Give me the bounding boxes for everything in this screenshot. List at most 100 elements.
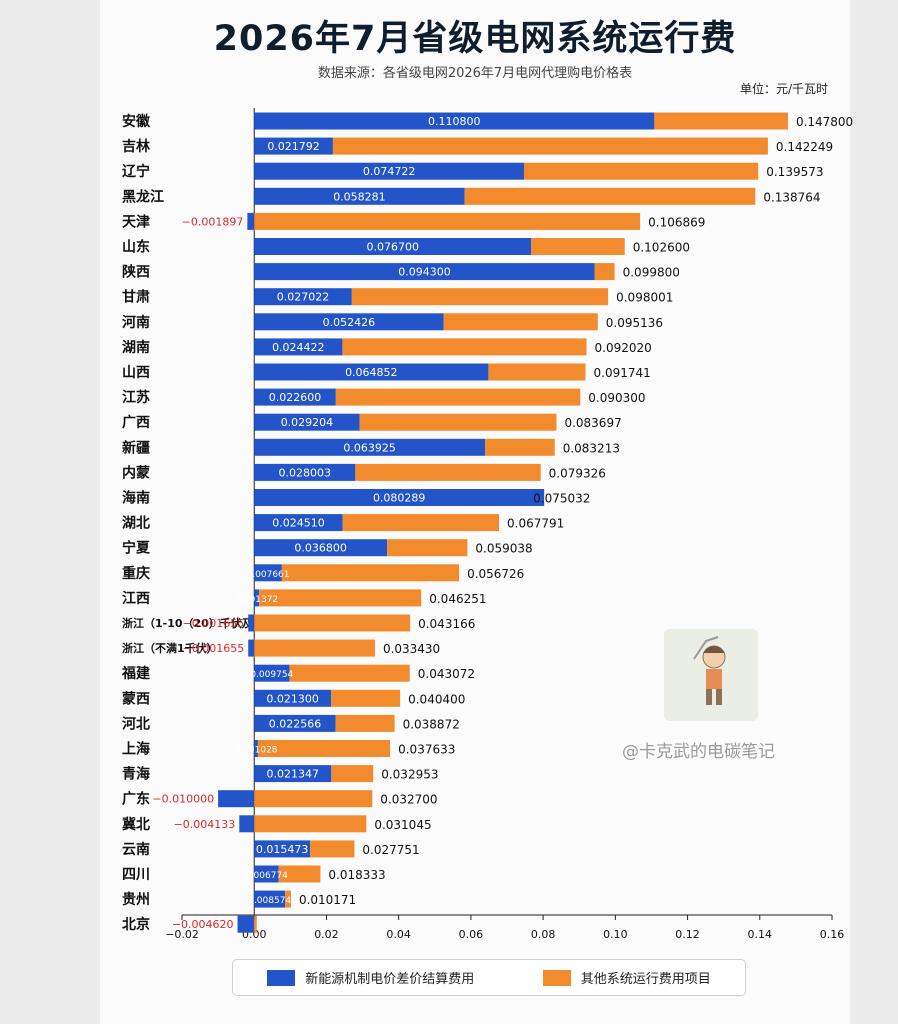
bar-other bbox=[254, 915, 257, 933]
bar-other bbox=[355, 463, 541, 481]
bar-total-value: 0.043072 bbox=[418, 667, 475, 681]
bar-new-energy bbox=[218, 790, 255, 808]
bar-new-energy-value: 0.022566 bbox=[269, 717, 322, 730]
category-label: 甘肃 bbox=[122, 289, 150, 306]
bar-total-value: 0.046251 bbox=[429, 592, 486, 606]
bar-new-energy-value: 0.110800 bbox=[428, 115, 481, 128]
chart-legend: 新能源机制电价差价结算费用 其他系统运行费用项目 bbox=[232, 959, 746, 996]
bar-total-value: 0.091741 bbox=[594, 366, 651, 380]
x-tick-label: 0.04 bbox=[386, 928, 411, 941]
chart-title: 2026年7月省级电网系统运行费 bbox=[213, 19, 737, 59]
category-label: 河北 bbox=[122, 715, 150, 732]
category-label: 内蒙 bbox=[122, 464, 150, 481]
bar-new-energy-value: 0.021300 bbox=[266, 692, 319, 705]
bar-new-energy bbox=[254, 438, 486, 456]
category-label: 黑龙江 bbox=[122, 188, 164, 205]
legend-label-other: 其他系统运行费用项目 bbox=[580, 972, 711, 987]
bar-other bbox=[654, 112, 788, 130]
bar-new-energy-value: 0.007661 bbox=[247, 570, 290, 580]
category-label: 贵州 bbox=[122, 891, 150, 908]
bar-new-energy-value: 0.008574 bbox=[248, 896, 291, 906]
bar-other bbox=[254, 639, 375, 657]
bar-new-energy-value: 0.006774 bbox=[245, 871, 288, 881]
bar-other bbox=[278, 865, 321, 883]
bar-total-value: 0.138764 bbox=[763, 190, 820, 204]
bar-other bbox=[359, 413, 557, 431]
bar-other bbox=[254, 614, 411, 632]
bar-new-energy bbox=[254, 338, 343, 356]
legend-swatch-orange bbox=[542, 969, 571, 986]
bar-other bbox=[332, 137, 768, 155]
bar-new-energy bbox=[254, 890, 286, 908]
bar-total-value: 0.067791 bbox=[507, 517, 564, 531]
bar-new-energy-value: 0.015473 bbox=[256, 843, 309, 856]
bar-total-value: 0.079326 bbox=[549, 466, 606, 480]
bar-new-energy-value: 0.024510 bbox=[272, 517, 325, 530]
x-tick-label: −0.02 bbox=[165, 928, 199, 941]
bar-new-energy-value: 0.024422 bbox=[272, 341, 325, 354]
bar-other bbox=[254, 212, 641, 230]
bar-total-value: 0.018333 bbox=[328, 868, 385, 882]
bar-total-value: 0.038872 bbox=[403, 717, 460, 731]
bar-new-energy-value: 0.028003 bbox=[279, 466, 332, 479]
category-label: 天津 bbox=[122, 213, 150, 230]
bar-new-energy bbox=[237, 915, 255, 933]
bar-new-energy bbox=[254, 187, 465, 205]
category-label: 湖北 bbox=[122, 516, 150, 532]
bar-other bbox=[254, 790, 373, 808]
category-label: 海南 bbox=[122, 490, 150, 507]
category-label: 山东 bbox=[122, 239, 150, 256]
bar-new-energy-value: 0.001028 bbox=[235, 746, 278, 756]
bar-total-value: 0.010171 bbox=[299, 893, 356, 907]
bar-other bbox=[257, 740, 391, 757]
category-label: 宁夏 bbox=[122, 540, 151, 557]
bar-total-value: 0.032700 bbox=[380, 793, 437, 807]
bar-other bbox=[285, 890, 291, 908]
bar-new-energy bbox=[254, 162, 525, 180]
bar-new-energy-value: 0.022600 bbox=[269, 391, 322, 404]
unit-label: 单位：元/千瓦时 bbox=[739, 82, 828, 96]
x-tick-label: 0.08 bbox=[531, 928, 556, 941]
bar-new-energy-value: 0.094300 bbox=[398, 266, 451, 279]
category-label: 江西 bbox=[122, 590, 150, 607]
legend-item-new-energy: 新能源机制电价差价结算费用 bbox=[267, 968, 474, 987]
bar-new-energy bbox=[248, 639, 255, 657]
category-label: 湖南 bbox=[122, 339, 150, 356]
bar-new-energy bbox=[239, 815, 255, 833]
category-label: 青海 bbox=[122, 766, 150, 783]
watermark-cartoon-image bbox=[664, 629, 758, 721]
bar-total-value: 0.142249 bbox=[776, 140, 833, 154]
bar-new-energy bbox=[254, 463, 356, 481]
bar-new-energy bbox=[254, 313, 444, 331]
bar-new-energy bbox=[254, 840, 311, 858]
category-label: 河南 bbox=[122, 314, 150, 331]
category-label: 云南 bbox=[122, 841, 150, 858]
bar-new-energy-negative-value: −0.010000 bbox=[152, 793, 214, 806]
bar-other bbox=[342, 338, 587, 356]
bar-other bbox=[464, 187, 756, 205]
category-label: 新疆 bbox=[122, 439, 150, 456]
x-tick-label: 0.10 bbox=[603, 928, 628, 941]
category-label: 山西 bbox=[122, 365, 150, 381]
bar-new-energy bbox=[248, 614, 255, 632]
bar-total-value: 0.099800 bbox=[623, 266, 680, 280]
bar-new-energy bbox=[254, 514, 343, 532]
bar-other bbox=[331, 765, 374, 783]
bar-other bbox=[331, 689, 401, 707]
bar-new-energy-value: 0.021792 bbox=[267, 140, 320, 153]
category-label: 浙江（不满1千伏） bbox=[122, 641, 218, 655]
bar-new-energy bbox=[254, 714, 336, 732]
bar-new-energy bbox=[254, 137, 333, 155]
bar-total-value: 0.139573 bbox=[766, 165, 823, 179]
bar-new-energy-value: 0.001372 bbox=[235, 595, 278, 605]
bar-total-value: 0.095136 bbox=[606, 316, 663, 330]
x-tick-label: 0.02 bbox=[314, 928, 339, 941]
category-label: 浙江（1-10（20）千伏及以上） bbox=[122, 616, 286, 630]
bar-new-energy bbox=[254, 263, 595, 281]
bar-new-energy-value: 0.029204 bbox=[281, 416, 334, 429]
bar-new-energy bbox=[254, 664, 290, 682]
watermark-text: @卡克武的电碳笔记 bbox=[622, 742, 775, 762]
bar-other bbox=[387, 539, 468, 557]
bar-total-value: 0.056726 bbox=[467, 567, 524, 581]
